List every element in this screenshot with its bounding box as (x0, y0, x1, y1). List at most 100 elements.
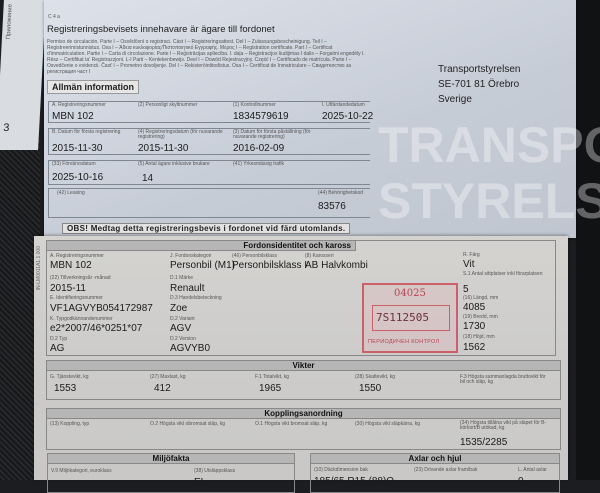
scrap-number: 3 (2, 122, 10, 134)
form-code: C 4 a (48, 14, 60, 20)
identity-field-value: Renault (170, 283, 205, 294)
stamp-text: ПЕРИОДИЧЕН КОНТРОЛ (368, 339, 440, 345)
field-value: 14 (142, 173, 154, 184)
identity-field-label: D.2 Typ (50, 336, 68, 342)
identity-field-value: AGV (170, 323, 192, 334)
coupling-field-label: (30) Högsta vikt släpkärra, kg (355, 421, 421, 427)
identity-field-value: 5 (463, 284, 469, 295)
field-label: (42) Leasing (57, 190, 85, 196)
environment-field-label: (38) Utsläppsklass (194, 468, 236, 474)
field-label: (5) Antal ägare inklusive brukare (138, 161, 210, 167)
registration-certificate-part2: IN-LM0011A1.1 000 Fordonsidentitet och k… (34, 236, 568, 493)
identity-field-label: D.2 Version (170, 336, 196, 342)
field-value: 2025-10-22 (322, 111, 374, 122)
identity-field-label: (18) Höjd, mm (463, 334, 495, 340)
section-general-info: Allmän information (47, 80, 140, 94)
field-value: 2025-10-16 (52, 172, 104, 183)
identity-field-value: 1730 (463, 321, 486, 332)
paper-scrap: Приложение 3 (0, 0, 46, 150)
field-label: (44) Behörighetskod (318, 190, 364, 196)
field-label: (33) Förvärvsdatum (52, 161, 96, 167)
watermark-line2: STYRELSEN (378, 173, 600, 229)
identity-field-label: (46) Personbilsklass (232, 253, 278, 259)
scrap-text: Приложение (5, 4, 14, 40)
weight-field-value: 1550 (359, 383, 382, 394)
axle-field-label: (23) Drivande axlar fram/bak (414, 467, 478, 473)
coupling-field-value: 1535/2285 (460, 437, 508, 448)
identity-field-value: Zoe (170, 303, 188, 314)
identity-field-label: D.2 Variant (170, 316, 195, 322)
field-label: B. Datum för första registrering (52, 129, 121, 135)
weight-field-value: 1965 (259, 383, 282, 394)
field-label: A. Registreringsnummer (52, 102, 106, 108)
field-value: 2015-11-30 (52, 143, 103, 154)
weight-field-value: 412 (154, 383, 171, 394)
row-box (48, 188, 370, 218)
coupling-field-label: (34) Högsta tillåtna vikt på släpet för … (460, 420, 547, 431)
identity-field-label: K. Typgodkännandenummer (50, 316, 113, 322)
multilingual-text: Permiso de circulación. Parte I – Osvědč… (47, 39, 365, 75)
axles-header: Axlar och hjul (310, 453, 560, 464)
address-block: Transportstyrelsen SE-701 81 Örebro Sver… (438, 62, 520, 107)
identity-field-value: Vit (463, 259, 475, 270)
row-box (48, 101, 370, 123)
coupling-header: Kopplingsanordning (46, 408, 561, 419)
environment-field-value: EL (194, 477, 207, 488)
background-dark (576, 0, 600, 480)
environment-field-label: V.9 Miljökategori, euroklass (51, 468, 112, 474)
field-value: 2015-11-30 (138, 143, 189, 154)
identity-field-value: e2*2007/46*0251*07 (50, 323, 143, 334)
stamp-number: 7S112505 (376, 311, 429, 324)
identity-field-value: Personbil (M1) (170, 260, 236, 271)
identity-field-value: 4085 (463, 302, 486, 313)
identity-field-label: S.1 Antal sittplatser inkl förarplatsen (463, 271, 543, 277)
identity-field-value: AB Halvkombi (305, 260, 368, 271)
coupling-field-label: O.2 Högsta vikt obromsat släp, kg (150, 421, 226, 427)
background-fabric (0, 140, 40, 480)
doc-title: Registreringsbevisets innehavare är ägar… (47, 24, 275, 35)
field-label: I. Utfärdandedatum (322, 102, 365, 108)
axle-field-label: (10) Däckdimension bak (314, 467, 368, 473)
notice-banner: OBS! Medtag detta registreringsbevis i f… (62, 223, 351, 234)
environment-header: Miljöfakta (47, 453, 295, 464)
field-label: (3) Datum för första påställning (för nu… (233, 129, 311, 140)
identity-field-label: (19) Bredd, mm (463, 314, 498, 320)
stamp-code: 04025 (394, 288, 426, 299)
identity-field-value: AGVYB0 (170, 343, 211, 354)
field-value: 2016-02-09 (233, 143, 285, 154)
field-value: 1834579619 (233, 111, 289, 122)
identity-field-label: D.3 Handelsbeteckning (170, 295, 222, 301)
weight-field-value: 1553 (54, 383, 77, 394)
identity-field-label: (16) Längd, mm (463, 295, 499, 301)
identity-field-label: E. Identifieringsnummer (50, 295, 103, 301)
identity-field-value: Personbilsklass I (232, 260, 308, 271)
weight-field-label: G. Tjänstevikt, kg (50, 374, 89, 380)
identity-field-label: A. Registreringsnummer (50, 253, 104, 259)
address-line: SE-701 81 Örebro (438, 79, 520, 90)
coupling-field-label: O.1 Högsta vikt bromsat släp, kg (255, 421, 328, 427)
identity-field-label: (8) Karosseri (305, 253, 334, 259)
identity-header: Fordonsidentitet och kaross (46, 240, 356, 251)
identity-field-value: VF1AGVYB054172987 (50, 303, 153, 314)
identity-field-label: J. Fordonskategori (170, 253, 212, 259)
row-box (48, 160, 370, 185)
axle-field-value: 0 (518, 476, 524, 487)
weight-field-label: (28) Skattevikt, kg (355, 374, 396, 380)
identity-field-value: AG (50, 343, 65, 354)
identity-field-value: 2015-11 (50, 283, 86, 294)
watermark-line1: TRANSPORT (378, 117, 600, 173)
field-label: (4) Registreringsdatum (för nuvarande re… (138, 129, 223, 140)
identity-field-label: D.1 Märke (170, 275, 194, 281)
identity-field-label: (22) Tillverkningsår -månad (50, 275, 111, 281)
address-line: Sverige (438, 94, 472, 105)
weight-field-label: F.3 Högsta sammanlagda bruttovikt för bi… (460, 374, 546, 385)
side-code: IN-LM0011A1.1 000 (36, 246, 42, 291)
identity-field-value: 1562 (463, 342, 486, 353)
identity-field-label: R. Färg (463, 252, 480, 258)
weight-field-label: F.1 Totalvikt, kg (255, 374, 290, 380)
inspection-stamp: 04025 7S112505 ПЕРИОДИЧЕН КОНТРОЛ (362, 283, 458, 353)
field-value: 83576 (318, 201, 346, 212)
row-box (48, 128, 370, 155)
field-label: (1) Kontrollnummer (233, 102, 276, 108)
identity-field-value: MBN 102 (50, 260, 92, 271)
